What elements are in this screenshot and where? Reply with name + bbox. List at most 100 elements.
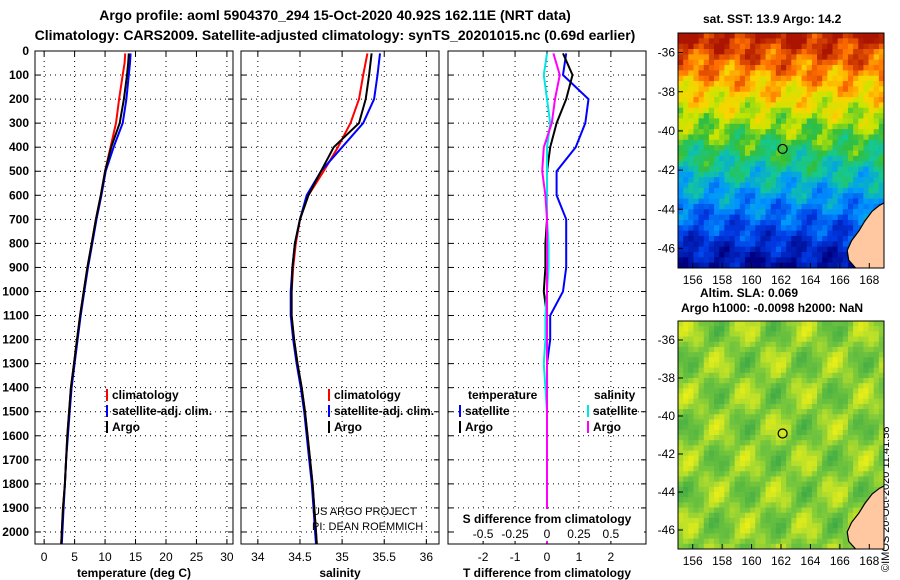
temperature-ytick-label: 2000 <box>2 525 29 539</box>
temperature-ytick-label: 0 <box>22 44 29 58</box>
temperature-ytick-label: 300 <box>9 116 29 130</box>
sst_map-argo-marker <box>777 143 788 155</box>
diff-secondary-axis-bg <box>458 509 644 541</box>
sst_map-field <box>678 33 884 268</box>
sst_map-ytick-label: -42 <box>658 163 676 177</box>
temperature-xtick-label: 25 <box>190 550 204 564</box>
salinity-xtick-label: 34 <box>251 550 265 564</box>
difference-frame <box>447 50 647 545</box>
diff-secondary-xtick-label: 0 <box>544 527 551 541</box>
diff-secondary-xtick-label: -0.25 <box>501 527 529 541</box>
diff-legend-s-argo-label: Argo <box>593 420 621 434</box>
sla_map-xtick-label: 158 <box>712 554 732 568</box>
diff-secondary-xtick-label: 0.25 <box>567 527 591 541</box>
temperature-xtick-label: 0 <box>41 550 48 564</box>
temperature-xlabel: temperature (deg C) <box>77 566 191 580</box>
sla_map-xtick-label: 168 <box>859 554 879 568</box>
salinity-plot-area <box>241 51 439 544</box>
temperature-ytick-label: 1000 <box>2 284 29 298</box>
diff-legend-t-argo-label: Argo <box>465 420 493 434</box>
salinity-xtick-label: 34.5 <box>288 550 312 564</box>
temperature-ytick-label: 1100 <box>3 309 29 323</box>
temperature-xtick-label: 30 <box>220 550 234 564</box>
series-line-argo <box>60 53 130 545</box>
temperature-panel: 0 5 10 15 20 25 300100200300400500600700800900… <box>2 44 234 580</box>
salinity-xtick-label: 35.5 <box>373 550 397 564</box>
temperature-xtick-label: 5 <box>71 550 78 564</box>
sla_map-xtick-label: 166 <box>830 554 850 568</box>
diff-secondary-xtick-label: 0.5 <box>603 527 620 541</box>
pi-annotation: PI: DEAN ROEMMICH <box>312 521 423 533</box>
temperature-ytick-label: 100 <box>9 68 29 82</box>
sst_map-ytick-label: -40 <box>658 124 676 138</box>
sla-map-title-line1: Altim. SLA: 0.069 <box>700 286 799 300</box>
sst_map-xtick-label: 160 <box>742 273 762 287</box>
temp-legend-argo-label: Argo <box>112 420 140 434</box>
temperature-xtick-label: 20 <box>159 550 173 564</box>
figure-title-line2: Climatology: CARS2009. Satellite-adjuste… <box>34 27 636 43</box>
diff-legend-t-satellite-label: satellite <box>465 404 510 418</box>
sla_map-ytick-label: -38 <box>658 371 676 385</box>
sla_map-ytick-label: -46 <box>658 523 676 537</box>
sst_map-ytick-label: -38 <box>658 85 676 99</box>
salinity-frame <box>240 50 440 545</box>
salinity-xtick-label: 36 <box>420 550 434 564</box>
sla_map-ytick-label: -36 <box>658 333 676 347</box>
diff-secondary-xlabel: S difference from climatology <box>463 512 632 526</box>
sla_map-xtick-label: 156 <box>683 554 703 568</box>
temperature-xtick-label: 10 <box>98 550 112 564</box>
sst-map-title: sat. SST: 13.9 Argo: 14.2 <box>703 12 842 26</box>
diff-legend-s-satellite-label: satellite <box>593 404 638 418</box>
sst_map-ytick-label: -44 <box>658 202 676 216</box>
sal-legend-argo-label: Argo <box>334 420 362 434</box>
figure-title-line1: Argo profile: aoml 5904370_294 15-Oct-20… <box>99 7 571 23</box>
temperature-ytick-label: 1700 <box>2 453 29 467</box>
coastline-shape <box>846 485 884 549</box>
sla_map-ytick-label: -40 <box>658 409 676 423</box>
temp-legend-satellite-adj-label: satellite-adj. clim. <box>112 404 212 418</box>
sla_map-xtick-label: 160 <box>742 554 762 568</box>
difference-xtick-label: -1 <box>510 550 521 564</box>
salinity-xlabel: salinity <box>319 566 361 580</box>
temperature-ytick-label: 600 <box>9 188 29 202</box>
diff-legend-salinity-header: salinity <box>594 388 636 402</box>
temperature-ytick-label: 400 <box>9 140 29 154</box>
temperature-plot-area <box>35 51 233 544</box>
sst_map-xtick-label: 156 <box>683 273 703 287</box>
temp-legend-climatology-label: climatology <box>112 388 179 402</box>
coastline-shape <box>846 202 884 268</box>
sla_map-ytick-label: -44 <box>658 485 676 499</box>
sst_map-xtick-label: 164 <box>800 273 820 287</box>
series-line-argo <box>290 53 373 545</box>
sla_map-field <box>678 321 884 549</box>
temperature-ytick-label: 700 <box>9 212 29 226</box>
temperature-ytick-label: 1200 <box>2 333 29 347</box>
sla-map-panel: 156 158 160 162 164 166 168 -36 -38 -40 -42 -44 -46 <box>658 320 885 568</box>
sal-legend-climatology-label: climatology <box>334 388 401 402</box>
difference-xtick-label: -2 <box>478 550 489 564</box>
sst_map-ytick-label: -46 <box>658 241 676 255</box>
diff-legend-temperature-header: temperature <box>468 388 538 402</box>
difference-xtick-label: 0 <box>544 550 551 564</box>
sst_map-ytick-label: -36 <box>658 46 676 60</box>
difference-xtick-label: 1 <box>576 550 583 564</box>
temperature-ytick-label: 1800 <box>2 477 29 491</box>
sst_map-xtick-label: 162 <box>771 273 791 287</box>
temperature-xtick-label: 15 <box>129 550 143 564</box>
sla-map-title-line2: Argo h1000: -0.0098 h2000: NaN <box>681 301 864 315</box>
temperature-ytick-label: 200 <box>9 92 29 106</box>
difference-xlabel: T difference from climatology <box>463 566 631 580</box>
salinity-xtick-label: 35 <box>335 550 349 564</box>
temperature-ytick-label: 500 <box>9 164 29 178</box>
difference-xtick-label: 2 <box>608 550 615 564</box>
series-line-s-argo <box>541 53 561 544</box>
sla_map-xtick-label: 162 <box>771 554 791 568</box>
sla_map-ytick-label: -42 <box>658 447 676 461</box>
sla_map-argo-marker <box>777 428 788 439</box>
temperature-ytick-label: 1900 <box>2 501 29 515</box>
temperature-ytick-label: 800 <box>9 236 29 250</box>
temperature-ytick-label: 1300 <box>2 357 29 371</box>
sst_map-xtick-label: 166 <box>830 273 850 287</box>
diff-secondary-xtick-label: -0.5 <box>473 527 494 541</box>
